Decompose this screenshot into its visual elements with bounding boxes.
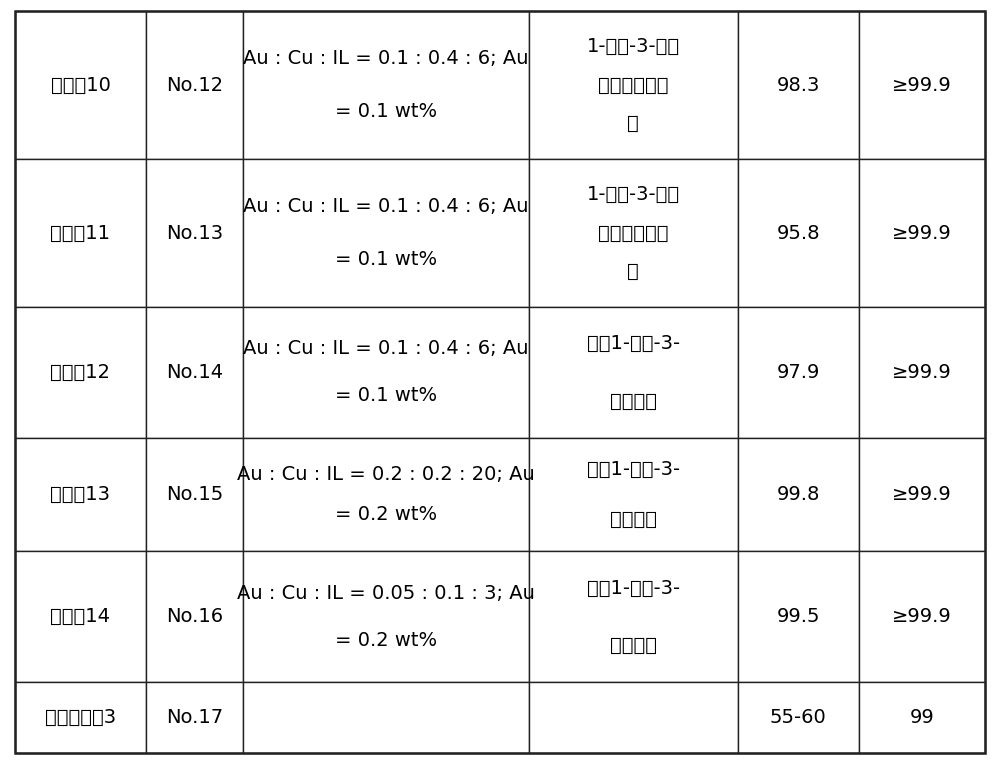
Bar — [146, 159, 243, 307]
Text: 1-乙基-3-甲基: 1-乙基-3-甲基 — [587, 185, 680, 204]
Bar — [243, 307, 529, 438]
Bar — [15, 11, 146, 159]
Text: 对比实施例3: 对比实施例3 — [45, 707, 116, 727]
Text: = 0.2 wt%: = 0.2 wt% — [335, 631, 437, 649]
Bar — [738, 438, 859, 552]
Text: No.12: No.12 — [166, 76, 223, 95]
Text: 实施例12: 实施例12 — [50, 363, 110, 382]
Bar — [529, 438, 738, 552]
Text: No.13: No.13 — [166, 224, 223, 243]
Text: 97.9: 97.9 — [777, 363, 820, 382]
Text: 咪唑六氟磷酸: 咪唑六氟磷酸 — [598, 76, 669, 95]
Bar — [529, 682, 738, 753]
Text: No.14: No.14 — [166, 363, 223, 382]
Text: 氯化1-丁基-3-: 氯化1-丁基-3- — [587, 460, 680, 479]
Text: 55-60: 55-60 — [770, 707, 827, 727]
Bar — [529, 11, 738, 159]
Bar — [243, 552, 529, 682]
Text: Au : Cu : IL = 0.1 : 0.4 : 6; Au: Au : Cu : IL = 0.1 : 0.4 : 6; Au — [243, 339, 529, 358]
Text: 95.8: 95.8 — [777, 224, 820, 243]
Text: No.17: No.17 — [166, 707, 223, 727]
Text: 实施例14: 实施例14 — [50, 607, 110, 626]
Bar — [146, 438, 243, 552]
Bar — [529, 307, 738, 438]
Bar — [859, 682, 985, 753]
Bar — [15, 307, 146, 438]
Bar — [15, 682, 146, 753]
Text: 1-乙基-3-甲基: 1-乙基-3-甲基 — [587, 37, 680, 57]
Bar — [146, 552, 243, 682]
Text: 甲基咪唑: 甲基咪唑 — [610, 510, 657, 529]
Text: ≥99.9: ≥99.9 — [892, 363, 952, 382]
Text: 甲基咪唑: 甲基咪唑 — [610, 392, 657, 410]
Text: No.16: No.16 — [166, 607, 223, 626]
Bar — [146, 11, 243, 159]
Bar — [146, 682, 243, 753]
Text: 实施例10: 实施例10 — [51, 76, 110, 95]
Text: 咪唑四氟硼酸: 咪唑四氟硼酸 — [598, 224, 669, 243]
Bar — [859, 11, 985, 159]
Bar — [738, 682, 859, 753]
Bar — [529, 159, 738, 307]
Text: 98.3: 98.3 — [777, 76, 820, 95]
Text: No.15: No.15 — [166, 485, 223, 504]
Bar — [859, 307, 985, 438]
Text: 氯化1-丁基-3-: 氯化1-丁基-3- — [587, 578, 680, 597]
Bar — [243, 438, 529, 552]
Text: Au : Cu : IL = 0.05 : 0.1 : 3; Au: Au : Cu : IL = 0.05 : 0.1 : 3; Au — [237, 584, 535, 603]
Bar — [15, 438, 146, 552]
Bar — [859, 159, 985, 307]
Text: 盐: 盐 — [628, 262, 639, 281]
Text: = 0.1 wt%: = 0.1 wt% — [335, 250, 437, 269]
Bar — [15, 159, 146, 307]
Text: ≥99.9: ≥99.9 — [892, 224, 952, 243]
Text: = 0.1 wt%: = 0.1 wt% — [335, 387, 437, 406]
Bar — [243, 682, 529, 753]
Bar — [15, 552, 146, 682]
Bar — [243, 11, 529, 159]
Text: 实施例11: 实施例11 — [50, 224, 110, 243]
Text: 盐: 盐 — [628, 115, 639, 133]
Text: 甲基咪唑: 甲基咪唑 — [610, 636, 657, 655]
Text: Au : Cu : IL = 0.1 : 0.4 : 6; Au: Au : Cu : IL = 0.1 : 0.4 : 6; Au — [243, 49, 529, 68]
Text: ≥99.9: ≥99.9 — [892, 485, 952, 504]
Bar — [243, 159, 529, 307]
Text: Au : Cu : IL = 0.2 : 0.2 : 20; Au: Au : Cu : IL = 0.2 : 0.2 : 20; Au — [237, 465, 535, 484]
Bar — [738, 159, 859, 307]
Text: 99.8: 99.8 — [777, 485, 820, 504]
Bar — [859, 438, 985, 552]
Bar — [738, 552, 859, 682]
Bar — [146, 307, 243, 438]
Text: 氯化1-己基-3-: 氯化1-己基-3- — [587, 334, 680, 353]
Text: ≥99.9: ≥99.9 — [892, 607, 952, 626]
Text: = 0.2 wt%: = 0.2 wt% — [335, 506, 437, 524]
Text: 99.5: 99.5 — [777, 607, 820, 626]
Bar — [859, 552, 985, 682]
Bar — [738, 11, 859, 159]
Text: Au : Cu : IL = 0.1 : 0.4 : 6; Au: Au : Cu : IL = 0.1 : 0.4 : 6; Au — [243, 197, 529, 216]
Text: = 0.1 wt%: = 0.1 wt% — [335, 102, 437, 121]
Text: 实施例13: 实施例13 — [50, 485, 110, 504]
Bar — [529, 552, 738, 682]
Text: ≥99.9: ≥99.9 — [892, 76, 952, 95]
Bar — [738, 307, 859, 438]
Text: 99: 99 — [910, 707, 934, 727]
